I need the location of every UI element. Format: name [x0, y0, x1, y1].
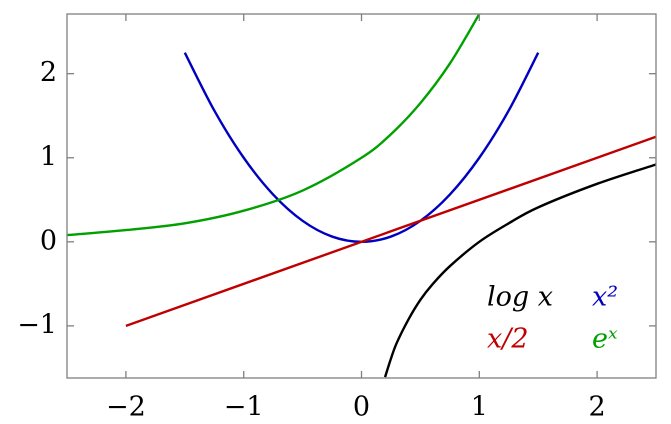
- x-tick-label: 1: [471, 392, 488, 423]
- legend-label: eˣ: [592, 324, 618, 355]
- series-line: [67, 14, 481, 237]
- y-tick-label: 2: [40, 57, 57, 88]
- legend-label: x/2: [487, 324, 529, 355]
- y-tick-label: 0: [40, 225, 57, 256]
- y-tick-label: −1: [17, 309, 57, 340]
- x-tick-label: −1: [224, 392, 264, 423]
- series-line: [125, 135, 656, 328]
- legend-label: log x: [487, 282, 553, 313]
- series-line: [383, 163, 656, 378]
- y-tick-label: 1: [40, 141, 57, 172]
- x-tick-label: 0: [353, 392, 370, 423]
- legend-label: x²: [592, 282, 618, 313]
- x-tick-label: −2: [106, 392, 146, 423]
- x-tick-label: 2: [589, 392, 606, 423]
